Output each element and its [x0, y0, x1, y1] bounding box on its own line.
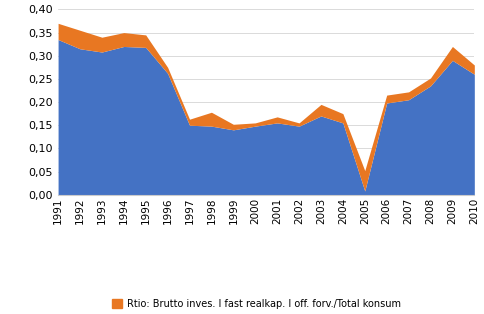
Legend: Rtio: Brutto inves. I fast realkap. I off. forv./Total konsum, Rtio: Brutto inve: Rtio: Brutto inves. I fast realkap. I of…: [109, 296, 424, 314]
